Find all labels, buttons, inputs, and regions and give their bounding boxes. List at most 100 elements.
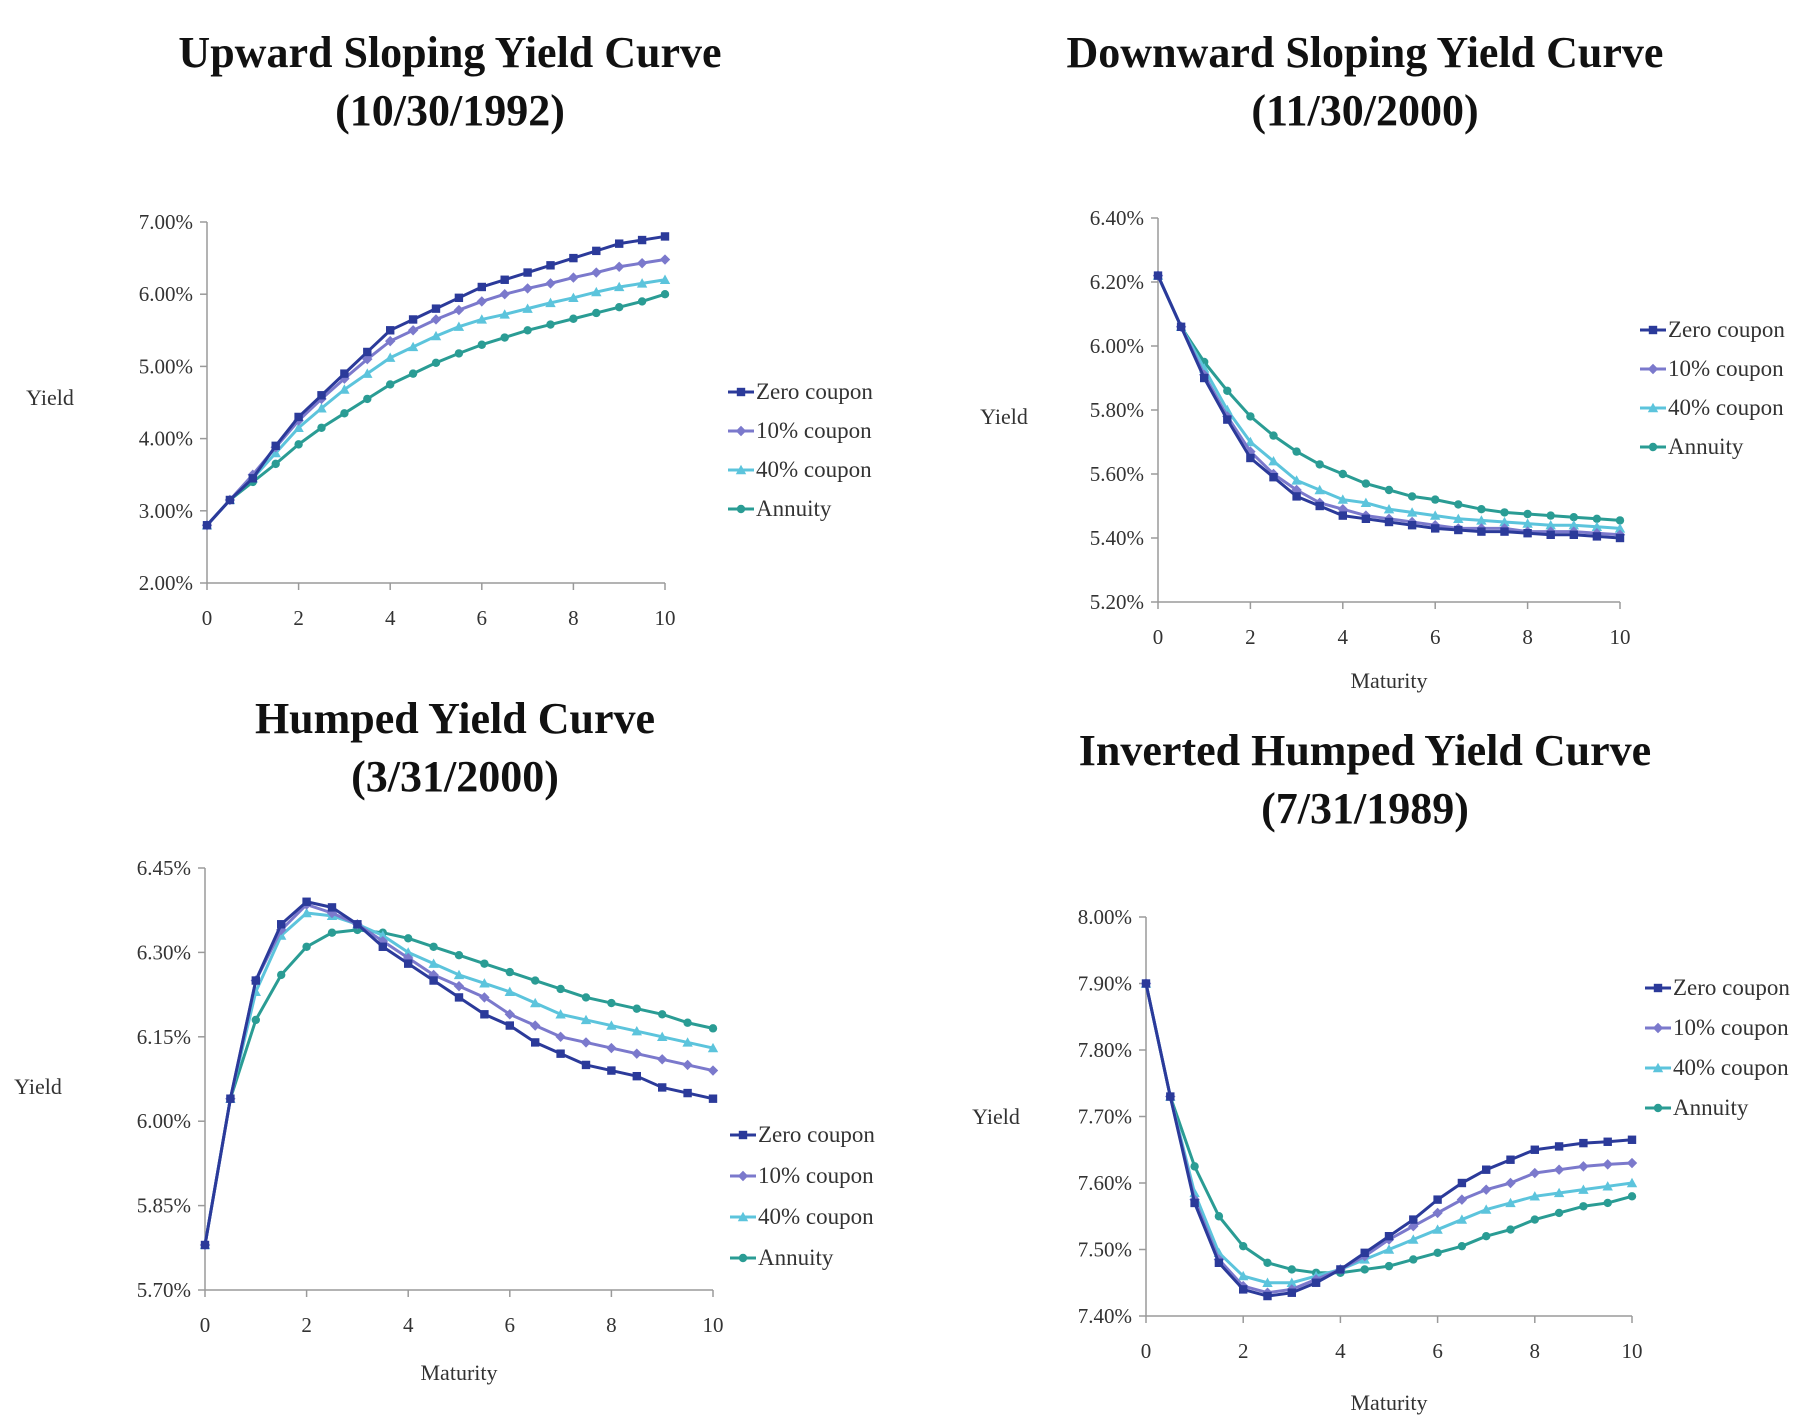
data-point	[1287, 1265, 1296, 1274]
data-point	[1384, 485, 1394, 495]
axes: 2.00% 3.00% 4.00% 5.00% 6.00% 7.00% 0 2 4 6 8 10	[139, 210, 676, 630]
data-point	[1315, 501, 1324, 511]
y-tick-label: 6.30%	[137, 940, 191, 964]
data-point	[1500, 527, 1509, 536]
data-point	[1246, 453, 1255, 463]
legend-label: 40% coupon	[1668, 395, 1784, 420]
data-point	[226, 1094, 235, 1103]
data-point	[1554, 1208, 1564, 1218]
chart-title: Humped Yield Curve	[254, 694, 656, 743]
data-point	[1409, 1255, 1418, 1264]
chart-inverted-humped: Inverted Humped Yield Curve (7/31/1989) …	[910, 700, 1820, 1424]
data-point	[294, 412, 303, 422]
y-tick-label: 5.60%	[1090, 462, 1144, 486]
data-point	[1579, 1138, 1588, 1148]
x-tick-label: 10	[1610, 625, 1631, 649]
data-point	[404, 959, 413, 968]
data-point	[270, 447, 281, 458]
x-tick-label: 4	[385, 606, 396, 630]
data-point	[1626, 1157, 1638, 1169]
data-point	[1432, 1224, 1443, 1234]
data-point	[1214, 1258, 1224, 1267]
data-point	[1360, 1265, 1369, 1274]
legend-item: Annuity	[728, 496, 832, 521]
data-point	[1545, 520, 1556, 530]
data-point	[430, 314, 442, 325]
legend-item: 40% coupon	[1645, 1055, 1789, 1080]
data-point	[592, 246, 601, 256]
data-point	[202, 521, 212, 530]
data-point	[1569, 513, 1578, 522]
data-point	[658, 1083, 667, 1092]
data-point	[403, 947, 414, 957]
data-point	[363, 347, 372, 357]
data-point	[607, 998, 616, 1008]
data-point	[1454, 500, 1463, 509]
chart-subtitle: (7/31/1989)	[1261, 784, 1469, 833]
data-point	[1269, 431, 1278, 440]
chart-downward-sloping: Downward Sloping Yield Curve (11/30/2000…	[910, 0, 1820, 700]
data-point	[428, 958, 439, 968]
series-line	[1144, 983, 1633, 1275]
legend-label: 40% coupon	[756, 457, 872, 482]
data-point	[1263, 1291, 1272, 1301]
chart-subtitle: (10/30/1992)	[335, 86, 565, 135]
data-point	[316, 403, 327, 413]
chart-title-block: Inverted Humped Yield Curve (7/31/1989)	[910, 722, 1820, 838]
data-point	[531, 976, 540, 985]
data-point	[1592, 532, 1602, 541]
data-point	[522, 303, 533, 313]
data-point	[1338, 511, 1347, 520]
data-point	[707, 1065, 719, 1076]
data-point	[1546, 530, 1555, 539]
legend-label: 10% coupon	[1673, 1015, 1789, 1040]
legend-item: 10% coupon	[1640, 356, 1784, 381]
data-point	[1453, 513, 1464, 523]
legend-item: Zero coupon	[730, 1122, 875, 1147]
data-point	[385, 352, 396, 362]
data-point	[1546, 511, 1555, 520]
chart-humped: Humped Yield Curve (3/31/2000) 5.70% 5.85…	[0, 680, 910, 1424]
chart-title: Inverted Humped Yield Curve	[1078, 726, 1652, 775]
data-point	[530, 1020, 541, 1031]
data-point	[1500, 508, 1509, 517]
legend-item: 10% coupon	[730, 1163, 874, 1188]
data-point	[660, 290, 670, 299]
chart-title: Upward Sloping Yield Curve	[178, 28, 722, 77]
data-point	[277, 970, 286, 980]
legend: Zero coupon 10% coupon 40% coupon Annuity	[728, 379, 873, 521]
x-tick-label: 8	[1522, 625, 1533, 649]
legend-label: Annuity	[1673, 1095, 1749, 1120]
data-point	[293, 422, 304, 432]
data-point	[1499, 516, 1510, 527]
y-tick-label: 5.40%	[1090, 526, 1144, 550]
data-point	[1476, 515, 1487, 525]
data-point	[454, 993, 464, 1002]
data-point	[523, 268, 532, 277]
data-point	[505, 1021, 514, 1030]
data-point	[592, 308, 601, 318]
data-point	[636, 278, 648, 288]
legend-label: Zero coupon	[756, 379, 873, 404]
data-point	[248, 474, 257, 483]
data-point	[200, 1240, 210, 1250]
legend-item: 40% coupon	[730, 1204, 874, 1229]
legend-item: 10% coupon	[1645, 1015, 1789, 1040]
data-point	[431, 304, 441, 313]
data-point	[1432, 1207, 1443, 1219]
data-point	[1360, 497, 1372, 507]
data-point	[1246, 412, 1255, 421]
legend-label: Annuity	[1668, 434, 1744, 459]
x-tick-label: 0	[200, 1313, 211, 1337]
series-line	[205, 234, 666, 527]
data-point	[1457, 1241, 1467, 1251]
data-point	[708, 1094, 718, 1103]
data-point	[362, 368, 373, 378]
data-point	[591, 286, 602, 297]
y-tick-label: 5.85%	[137, 1194, 191, 1218]
data-point	[317, 391, 326, 400]
data-point	[1454, 525, 1463, 535]
data-point	[294, 440, 303, 449]
data-point	[1603, 1137, 1612, 1146]
legend-swatch-marker	[1652, 1022, 1664, 1034]
